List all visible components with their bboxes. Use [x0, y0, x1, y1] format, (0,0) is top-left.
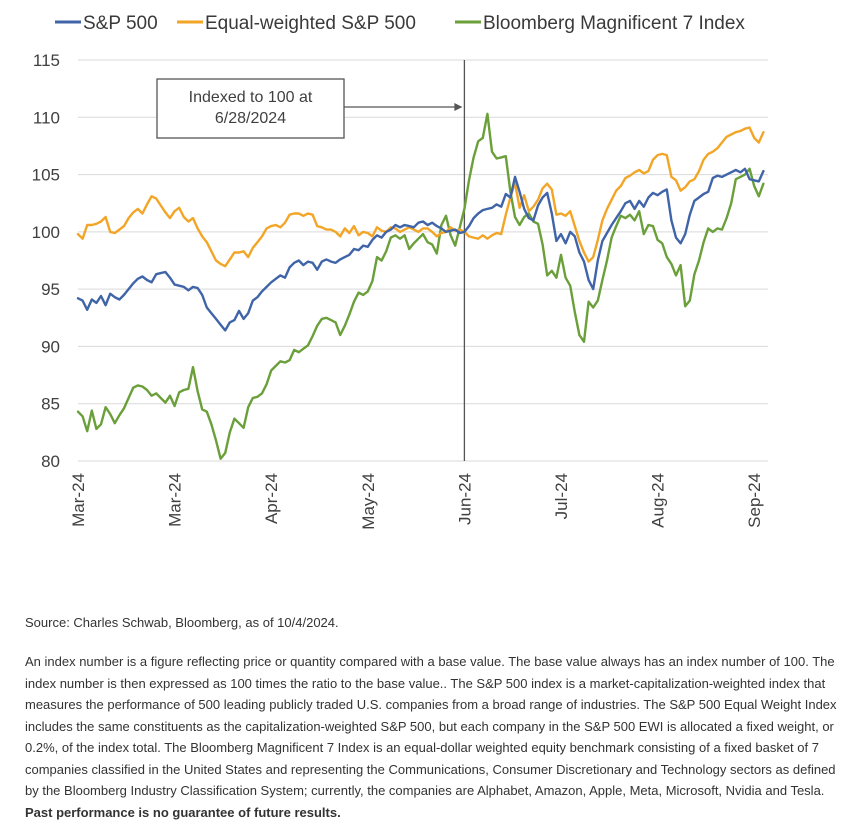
- annotation-arrowhead: [454, 103, 463, 111]
- y-axis-ticks: 80 85 90 95 100 105 110 115: [32, 51, 60, 471]
- x-tick-label: Mar-24: [69, 473, 88, 527]
- x-tick-label: Jun-24: [455, 473, 474, 525]
- annotation-line-1: Indexed to 100 at: [189, 89, 313, 106]
- series-line: [76, 167, 765, 332]
- x-tick-label: Jul-24: [552, 473, 571, 519]
- annotation-line-2: 6/28/2024: [215, 110, 286, 127]
- disclaimer-text: Past performance is no guarantee of futu…: [25, 804, 341, 820]
- footnote-body: An index number is a figure reflecting p…: [25, 654, 837, 798]
- chart-series: [76, 112, 765, 460]
- annotation-box: [156, 78, 345, 139]
- chart-legend: S&P 500 Equal-weighted S&P 500 Bloomberg M…: [55, 13, 745, 34]
- y-tick-label: 95: [41, 280, 60, 299]
- x-axis-ticks: Mar-24 Mar-24 Apr-24 May-24 Jun-24 Jul-24 Aug-…: [69, 473, 764, 530]
- chart-gridlines: [78, 59, 768, 462]
- series-line: [76, 126, 765, 268]
- legend-label: Bloomberg Magnificent 7 Index: [483, 13, 745, 34]
- y-tick-label: 100: [32, 223, 60, 242]
- footnote-paragraph: An index number is a figure reflecting p…: [25, 651, 850, 823]
- y-tick-label: 90: [41, 337, 60, 356]
- y-tick-label: 80: [41, 452, 60, 471]
- x-tick-label: May-24: [359, 473, 378, 530]
- legend-label: S&P 500: [83, 13, 158, 34]
- y-tick-label: 115: [33, 51, 60, 70]
- y-tick-label: 105: [32, 166, 60, 185]
- y-tick-label: 85: [41, 395, 60, 414]
- x-tick-label: Sep-24: [745, 473, 764, 528]
- x-tick-label: Apr-24: [262, 473, 281, 524]
- legend-label: Equal-weighted S&P 500: [205, 13, 416, 34]
- x-tick-label: Mar-24: [166, 473, 185, 527]
- y-tick-label: 110: [33, 108, 60, 127]
- line-chart: S&P 500 Equal-weighted S&P 500 Bloomberg M…: [32, 13, 768, 530]
- x-tick-label: Aug-24: [649, 473, 668, 528]
- series-line: [76, 112, 765, 460]
- source-note: Source: Charles Schwab, Bloomberg, as of…: [25, 615, 339, 630]
- chart-annotation: Indexed to 100 at 6/28/2024: [156, 78, 463, 139]
